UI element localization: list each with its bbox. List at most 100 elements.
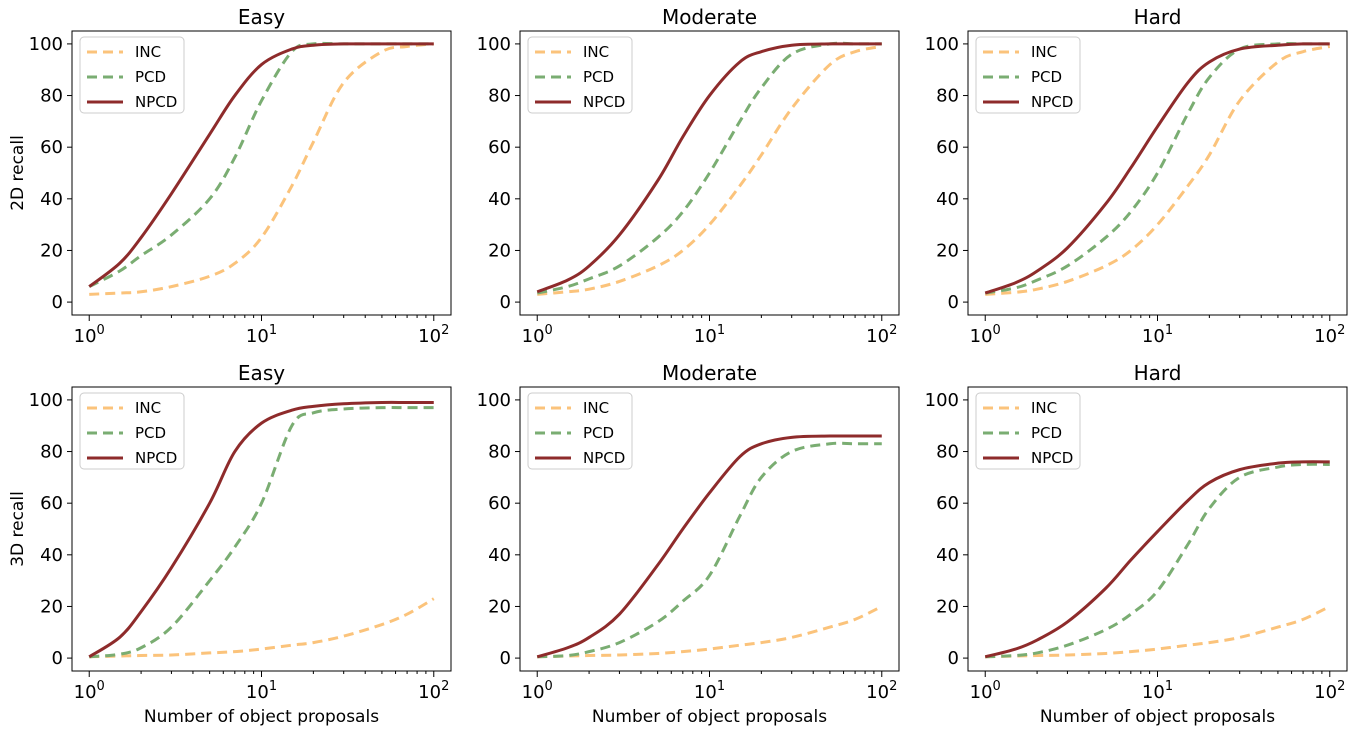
- panel-4: 0 20 40 60 80 100 100 101 102 Easy 3D recall Number…: [8, 361, 452, 727]
- x-tick-label: 101: [694, 323, 725, 347]
- y-tick-label: 100: [29, 390, 63, 411]
- y-tick-label: 60: [40, 137, 63, 158]
- y-tick-label: 60: [40, 493, 63, 514]
- y-tick-label: 100: [925, 34, 959, 55]
- y-tick-label: 20: [936, 240, 959, 261]
- legend-label-npcd: NPCD: [1031, 93, 1073, 111]
- x-tick-label: 100: [522, 679, 553, 703]
- legend-label-inc: INC: [1031, 399, 1057, 417]
- legend-label-pcd: PCD: [135, 68, 166, 86]
- y-axis-label: 2D recall: [8, 135, 28, 211]
- y-tick-label: 0: [948, 292, 959, 313]
- legend: INC PCD NPCD: [79, 36, 185, 114]
- series-line-inc: [89, 42, 434, 296]
- x-axis-label: Number of object proposals: [592, 707, 827, 727]
- y-tick-label: 80: [488, 86, 511, 107]
- series-line-pcd: [89, 406, 434, 659]
- panel-title: Easy: [238, 5, 285, 29]
- x-tick-label: 102: [866, 679, 897, 703]
- legend-label-pcd: PCD: [583, 424, 614, 442]
- series-line-inc: [537, 45, 883, 296]
- legend-label-inc: INC: [135, 399, 161, 417]
- series-line-npcd: [984, 42, 1330, 295]
- y-tick-label: 20: [488, 240, 511, 261]
- y-tick-label: 80: [488, 442, 511, 463]
- y-tick-label: 0: [500, 292, 511, 313]
- y-tick-label: 20: [40, 596, 63, 617]
- panel-title: Moderate: [662, 5, 757, 29]
- y-tick-label: 0: [948, 648, 959, 669]
- series-line-inc: [985, 45, 1331, 296]
- x-tick-label: 101: [246, 679, 277, 703]
- x-tick-label: 100: [970, 679, 1001, 703]
- legend-label-pcd: PCD: [135, 424, 166, 442]
- legend-label-npcd: NPCD: [135, 93, 177, 111]
- series-line-inc: [89, 597, 435, 659]
- y-tick-label: 20: [40, 240, 63, 261]
- legend-box: [527, 392, 633, 470]
- series-line-npcd: [984, 460, 1330, 659]
- y-tick-label: 40: [936, 545, 959, 566]
- legend: INC PCD NPCD: [527, 36, 633, 114]
- legend: INC PCD NPCD: [527, 392, 633, 470]
- panel-title: Moderate: [662, 361, 757, 385]
- x-tick-label: 102: [1314, 679, 1345, 703]
- x-tick-label: 100: [970, 323, 1001, 347]
- y-tick-label: 0: [52, 648, 63, 669]
- y-tick-label: 0: [500, 648, 511, 669]
- panel-1: 0 20 40 60 80 100 100 101 102 Easy 2D recall INC PCD…: [8, 5, 452, 347]
- x-tick-label: 101: [694, 679, 725, 703]
- legend-box: [79, 392, 185, 470]
- x-tick-label: 102: [1314, 323, 1345, 347]
- legend-label-inc: INC: [135, 43, 161, 61]
- legend-label-npcd: NPCD: [1031, 449, 1073, 467]
- x-tick-label: 101: [1142, 323, 1173, 347]
- series-line-npcd: [536, 42, 882, 294]
- y-tick-label: 80: [40, 442, 63, 463]
- y-tick-label: 100: [477, 34, 511, 55]
- y-tick-label: 80: [40, 86, 63, 107]
- y-tick-label: 60: [488, 137, 511, 158]
- panel-5: 0 20 40 60 80 100 100 101 102 Moderate Number of o…: [477, 361, 900, 727]
- y-tick-label: 40: [936, 189, 959, 210]
- legend-box: [975, 36, 1081, 114]
- panel-title: Easy: [238, 361, 285, 385]
- series-line-npcd: [88, 400, 434, 659]
- y-tick-label: 60: [488, 493, 511, 514]
- series-line-pcd: [88, 41, 434, 288]
- y-tick-label: 60: [936, 137, 959, 158]
- legend-label-inc: INC: [583, 399, 609, 417]
- legend-label-npcd: NPCD: [135, 449, 177, 467]
- series-line-inc: [985, 605, 1331, 659]
- x-tick-label: 100: [74, 679, 105, 703]
- x-tick-label: 101: [246, 323, 277, 347]
- panel-6: 0 20 40 60 80 100 100 101 102 Hard Number of objec…: [925, 361, 1348, 727]
- x-axis-label: Number of object proposals: [1040, 707, 1275, 727]
- series-line-pcd: [537, 441, 882, 659]
- y-tick-label: 20: [488, 596, 511, 617]
- legend: INC PCD NPCD: [79, 392, 185, 470]
- x-tick-label: 100: [522, 323, 553, 347]
- y-tick-label: 20: [936, 596, 959, 617]
- legend-box: [527, 36, 633, 114]
- y-tick-label: 100: [925, 390, 959, 411]
- legend-label-npcd: NPCD: [583, 93, 625, 111]
- series-line-inc: [537, 605, 883, 659]
- y-tick-label: 0: [52, 292, 63, 313]
- panel-title: Hard: [1134, 361, 1182, 385]
- x-tick-label: 101: [1142, 679, 1173, 703]
- y-tick-label: 100: [29, 34, 63, 55]
- y-tick-label: 80: [936, 442, 959, 463]
- legend-label-pcd: PCD: [1031, 68, 1062, 86]
- legend: INC PCD NPCD: [975, 392, 1081, 470]
- legend-label-inc: INC: [1031, 43, 1057, 61]
- series-line-npcd: [536, 434, 882, 659]
- y-tick-label: 40: [488, 545, 511, 566]
- y-tick-label: 100: [477, 390, 511, 411]
- y-axis-label: 3D recall: [8, 491, 28, 567]
- legend-box: [79, 36, 185, 114]
- legend-label-pcd: PCD: [583, 68, 614, 86]
- x-tick-label: 102: [418, 323, 449, 347]
- y-tick-label: 60: [936, 493, 959, 514]
